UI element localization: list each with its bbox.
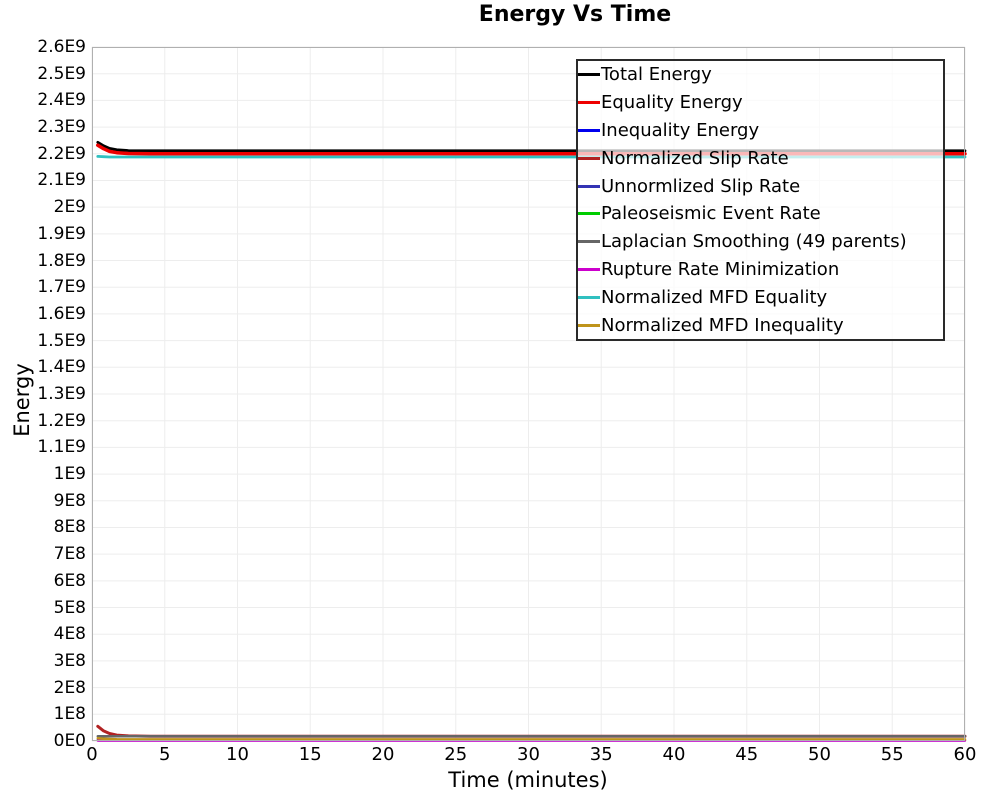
- legend-label: Laplacian Smoothing (49 parents): [601, 231, 907, 253]
- legend-swatch: [578, 73, 600, 77]
- x-tick-label: 45: [735, 744, 759, 765]
- y-tick-label: 7E8: [53, 544, 86, 565]
- y-tick-label: 1.6E9: [37, 303, 86, 324]
- y-tick-label: 1.7E9: [37, 277, 86, 298]
- legend-label: Total Energy: [601, 64, 712, 86]
- x-tick-label: 40: [662, 744, 686, 765]
- legend-label: Normalized Slip Rate: [601, 147, 789, 169]
- legend-swatch: [578, 267, 600, 271]
- y-tick-label: 5E8: [53, 597, 86, 618]
- y-tick-label: 1.2E9: [37, 410, 86, 431]
- y-tick-label: 1E9: [53, 464, 86, 485]
- legend-item: Total Energy: [578, 61, 943, 89]
- x-tick-label: 35: [589, 744, 613, 765]
- x-tick-label: 5: [159, 744, 171, 765]
- legend-label: Equality Energy: [601, 92, 743, 114]
- legend: Total Energy Equality Energy Inequality En…: [576, 59, 945, 341]
- x-tick-label: 50: [808, 744, 831, 765]
- plot-border: [92, 47, 965, 741]
- x-axis-title: Time (minutes): [448, 768, 608, 792]
- legend-item: Normalized Slip Rate: [578, 144, 943, 172]
- legend-label: Unnormlized Slip Rate: [601, 175, 801, 197]
- legend-label: Normalized MFD Inequality: [601, 314, 844, 336]
- y-tick-label: 4E8: [53, 624, 86, 645]
- y-tick-label: 3E8: [53, 650, 86, 671]
- x-tick-label: 25: [444, 744, 468, 765]
- x-tick-label: 20: [371, 744, 395, 765]
- legend-swatch: [578, 128, 600, 132]
- legend-label: Normalized MFD Equality: [601, 286, 828, 308]
- x-tick-label: 60: [953, 744, 977, 765]
- x-tick-label: 15: [298, 744, 322, 765]
- y-tick-label: 6E8: [53, 570, 86, 591]
- legend-label: Rupture Rate Minimization: [601, 258, 840, 280]
- legend-label: Paleoseismic Event Rate: [601, 203, 821, 225]
- x-tick-label: 0: [86, 744, 98, 765]
- legend-item: Unnormlized Slip Rate: [578, 172, 943, 200]
- legend-swatch: [578, 184, 600, 188]
- y-tick-label: 1.8E9: [37, 250, 86, 271]
- legend-item: Normalized MFD Inequality: [578, 311, 943, 339]
- y-tick-label: 1.5E9: [37, 330, 86, 351]
- legend-item: Inequality Energy: [578, 117, 943, 145]
- legend-swatch: [578, 295, 600, 299]
- x-tick-label: 10: [226, 744, 249, 765]
- legend-item: Paleoseismic Event Rate: [578, 200, 943, 228]
- legend-item: Laplacian Smoothing (49 parents): [578, 228, 943, 256]
- legend-item: Equality Energy: [578, 89, 943, 117]
- y-tick-label: 2.3E9: [37, 117, 86, 138]
- y-tick-label: 2E8: [53, 677, 86, 698]
- legend-swatch: [578, 240, 600, 244]
- series-line: [96, 737, 967, 741]
- y-tick-label: 1.4E9: [37, 357, 86, 378]
- chart-title: Energy Vs Time: [478, 2, 672, 27]
- y-tick-label: 2.5E9: [37, 63, 86, 84]
- y-tick-label: 2E9: [53, 197, 86, 218]
- legend-label: Inequality Energy: [601, 119, 760, 141]
- y-tick-label: 1E8: [53, 704, 86, 725]
- y-tick-label: 1.1E9: [37, 437, 86, 458]
- legend-item: Normalized MFD Equality: [578, 283, 943, 311]
- y-tick-label: 2.1E9: [37, 170, 86, 191]
- y-tick-label: 9E8: [53, 490, 86, 511]
- x-tick-label: 55: [880, 744, 904, 765]
- y-tick-label: 1.3E9: [37, 384, 86, 404]
- x-tick-label: 30: [517, 744, 540, 765]
- legend-item: Rupture Rate Minimization: [578, 256, 943, 284]
- y-tick-label: 1.9E9: [37, 223, 86, 244]
- y-tick-label: 2.2E9: [37, 143, 86, 164]
- legend-swatch: [578, 212, 600, 216]
- legend-swatch: [578, 101, 600, 105]
- y-tick-label: 0E0: [53, 731, 86, 751]
- y-tick-label: 2.6E9: [37, 37, 86, 57]
- y-tick-label: 2.4E9: [37, 90, 86, 111]
- legend-swatch: [578, 323, 600, 327]
- y-tick-label: 8E8: [53, 517, 86, 538]
- legend-swatch: [578, 156, 600, 160]
